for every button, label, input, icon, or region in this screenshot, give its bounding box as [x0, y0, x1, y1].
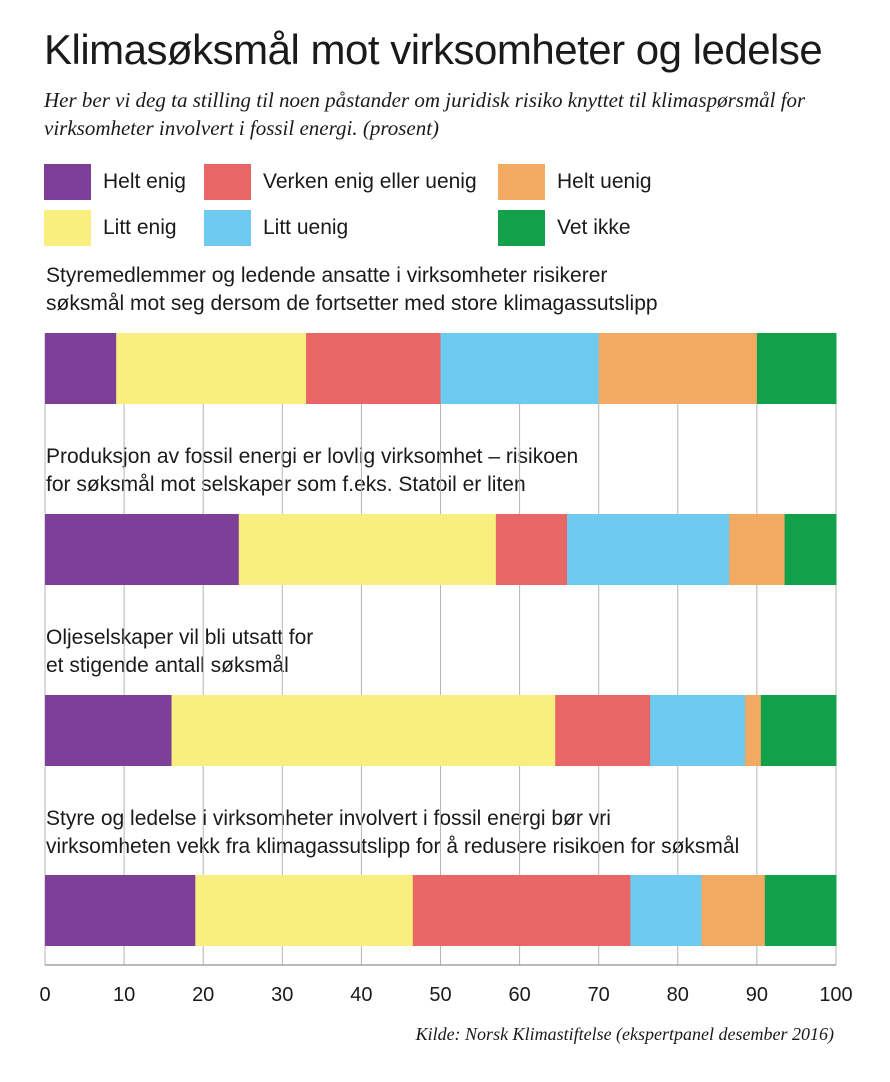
bar-segment-q4-helt-uenig — [701, 875, 766, 946]
bar-segment-q3-helt-uenig — [745, 695, 762, 766]
legend-swatch-litt-uenig — [204, 210, 251, 246]
legend-label-litt-enig: Litt enig — [103, 216, 177, 239]
question-3-line-2: et stigende antall søksmål — [46, 654, 289, 677]
stacked-bar-chart: 0 10 20 30 40 50 60 70 80 90 100 — [39, 333, 853, 1006]
legend-swatch-helt-uenig — [498, 164, 545, 200]
chart-subtitle: Her ber vi deg ta stilling til noen påst… — [44, 88, 806, 140]
question-2-line-2: for søksmål mot selskaper som f.eks. Sta… — [46, 473, 526, 496]
bar-segment-q1-litt-uenig — [440, 333, 600, 404]
legend-label-verken: Verken enig eller uenig — [263, 170, 477, 193]
bar-segment-q4-verken-enig-eller-uenig — [412, 875, 631, 946]
question-4-line-1: Styre og ledelse i virksomheter involver… — [46, 807, 611, 830]
legend-label-litt-uenig: Litt uenig — [263, 216, 349, 239]
bar-segment-q1-verken-enig-eller-uenig — [306, 333, 441, 404]
bar-segment-q2-helt-uenig — [729, 514, 786, 585]
bar-segment-q4-litt-uenig — [630, 875, 703, 946]
bar-segment-q1-vet-ikke — [756, 333, 837, 404]
legend-item-helt-uenig: Helt uenig — [498, 162, 652, 202]
bar-segment-q3-litt-uenig — [650, 695, 746, 766]
legend-swatch-vet-ikke — [498, 210, 545, 246]
bar-segment-q1-helt-uenig — [598, 333, 758, 404]
source-note: Kilde: Norsk Klimastiftelse (ekspertpane… — [415, 1024, 834, 1044]
bar-segment-q2-vet-ikke — [784, 514, 837, 585]
bar-segment-q3-litt-enig — [171, 695, 556, 766]
legend-label-vet-ikke: Vet ikke — [557, 216, 631, 239]
x-tick-label-70: 70 — [588, 984, 610, 1006]
legend: Helt enig Verken enig eller uenig Helt u… — [44, 160, 864, 250]
x-tick-label-20: 20 — [192, 984, 214, 1006]
bar-segment-q4-vet-ikke — [764, 875, 837, 946]
x-tick-label-40: 40 — [350, 984, 372, 1006]
x-tick-label-90: 90 — [746, 984, 768, 1006]
question-1-line-1: Styremedlemmer og ledende ansatte i virk… — [46, 264, 608, 287]
bar-segment-q3-helt-enig — [45, 695, 173, 766]
question-3-line-1: Oljeselskaper vil bli utsatt for — [46, 626, 314, 649]
legend-item-verken: Verken enig eller uenig — [204, 162, 477, 202]
bar-segment-q3-vet-ikke — [760, 695, 837, 766]
legend-item-vet-ikke: Vet ikke — [498, 208, 631, 248]
question-1: Styremedlemmer og ledende ansatte i virk… — [46, 262, 658, 318]
bar-segment-q1-helt-enig — [45, 333, 117, 404]
bar-segment-q4-litt-enig — [195, 875, 414, 946]
question-3: Oljeselskaper vil bli utsatt for et stig… — [46, 624, 313, 680]
x-tick-label-100: 100 — [819, 984, 852, 1006]
legend-item-litt-uenig: Litt uenig — [204, 208, 348, 248]
x-tick-label-60: 60 — [508, 984, 530, 1006]
question-2-line-1: Produksjon av fossil energi er lovlig vi… — [46, 445, 579, 468]
legend-item-litt-enig: Litt enig — [44, 208, 177, 248]
bar-segment-q2-litt-uenig — [567, 514, 730, 585]
question-1-line-2: søksmål mot seg dersom de fortsetter med… — [46, 292, 658, 315]
legend-label-helt-uenig: Helt uenig — [557, 170, 652, 193]
bar-segment-q2-litt-enig — [238, 514, 497, 585]
bar-segment-q4-helt-enig — [45, 875, 196, 946]
legend-swatch-litt-enig — [44, 210, 91, 246]
legend-swatch-verken — [204, 164, 251, 200]
x-tick-label-10: 10 — [113, 984, 135, 1006]
question-4: Styre og ledelse i virksomheter involver… — [46, 805, 739, 861]
legend-swatch-helt-enig — [44, 164, 91, 200]
x-tick-label-50: 50 — [429, 984, 451, 1006]
bar-segment-q1-litt-enig — [116, 333, 307, 404]
question-2: Produksjon av fossil energi er lovlig vi… — [46, 443, 578, 499]
chart-title: Klimasøksmål mot virksomheter og ledelse — [44, 26, 823, 73]
x-tick-label-0: 0 — [39, 984, 50, 1006]
bar-segment-q3-verken-enig-eller-uenig — [555, 695, 651, 766]
legend-label-helt-enig: Helt enig — [103, 170, 186, 193]
x-tick-label-80: 80 — [667, 984, 689, 1006]
x-tick-label-30: 30 — [271, 984, 293, 1006]
bar-segment-q2-verken-enig-eller-uenig — [495, 514, 568, 585]
bar-segment-q2-helt-enig — [45, 514, 240, 585]
question-4-line-2: virksomheten vekk fra klimagassutslipp f… — [46, 835, 740, 858]
legend-item-helt-enig: Helt enig — [44, 162, 186, 202]
